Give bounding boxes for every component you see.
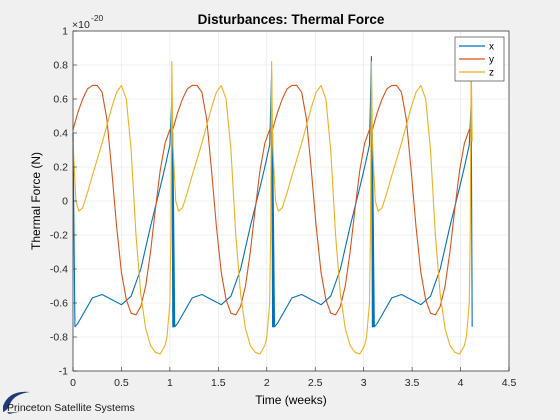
brand-name: Princeton Satellite Systems [7,402,135,414]
x-tick-label: 3 [361,377,367,389]
x-tick-label: 2 [264,377,270,389]
x-tick-label: 1 [167,377,173,389]
x-tick-label: 2.5 [308,377,323,389]
y-axis-label: Thermal Force (N) [29,152,43,250]
series-line-x [72,55,473,328]
series-layer [72,55,473,355]
y-tick-label: -1 [59,366,68,378]
y-tick-label: -0.6 [50,298,68,310]
legend-label-x: x [489,42,494,53]
y-tick-label: -0.4 [50,264,68,276]
y-tick-label: 0.6 [53,94,68,106]
y-tick-label: -0.2 [50,230,68,242]
x-tick-label: 4 [458,377,464,389]
y-tick-label: -0.8 [50,332,68,344]
y-tick-label: 0.4 [53,128,68,140]
y-exponent-base: ×10 [72,19,90,31]
legend: x y z [454,36,505,82]
logo-swoosh-icon [3,391,30,412]
psscorp-logo: Princeton Satellite Systems [3,391,135,414]
legend-label-y: y [489,55,494,66]
grid-lines [72,30,510,372]
chart-title: Disturbances: Thermal Force [198,12,385,27]
x-tick-label: 1.5 [211,377,226,389]
x-axis-label: Time (weeks) [255,393,327,407]
y-exponent-power: -20 [91,13,104,23]
series-line-z [72,61,473,355]
x-tick-label: 3.5 [405,377,420,389]
y-axis: -1 -0.8 -0.6 -0.4 -0.2 0 0.2 0.4 0.6 0.8 1 [50,26,77,378]
y-tick-label: 1 [62,26,68,38]
x-tick-label: 0 [70,377,76,389]
x-tick-label: 4.5 [502,377,517,389]
x-axis: 0 0.5 1 1.5 2 2.5 3 3.5 4 4.5 [70,367,516,389]
legend-label-z: z [489,68,494,79]
y-tick-label: 0.8 [53,60,68,72]
y-tick-label: 0 [62,196,68,208]
x-tick-label: 0.5 [114,377,129,389]
logo-arc-icon [7,404,36,414]
y-tick-label: 0.2 [53,162,68,174]
